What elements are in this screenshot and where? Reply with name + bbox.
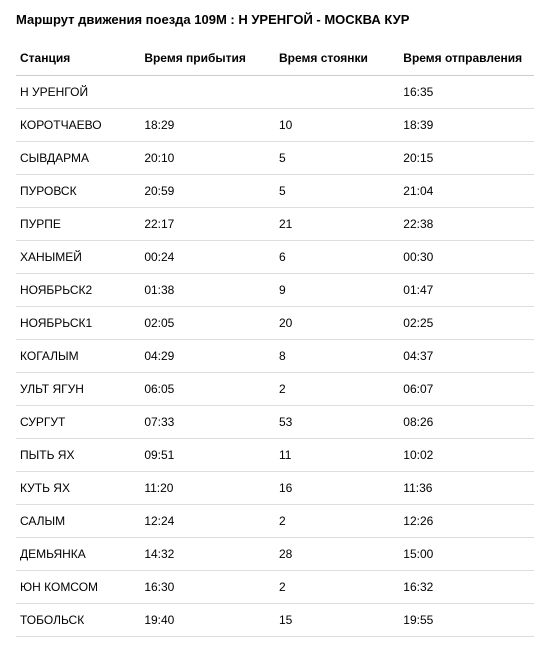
- cell-arrival: 00:24: [140, 241, 275, 274]
- table-row: Н УРЕНГОЙ 16:35: [16, 76, 534, 109]
- cell-arrival: 06:05: [140, 373, 275, 406]
- table-row: ПУРПЕ22:172122:38: [16, 208, 534, 241]
- cell-station: СЫВДАРМА: [16, 142, 140, 175]
- col-header-station: Станция: [16, 45, 140, 76]
- page-title: Маршрут движения поезда 109М : Н УРЕНГОЙ…: [16, 12, 534, 27]
- col-header-arrival: Время прибытия: [140, 45, 275, 76]
- cell-arrival: 16:30: [140, 571, 275, 604]
- cell-arrival: 11:20: [140, 472, 275, 505]
- table-row: САЛЫМ12:24212:26: [16, 505, 534, 538]
- cell-stop: 5: [275, 175, 399, 208]
- cell-departure: 20:15: [399, 142, 534, 175]
- table-row: СУРГУТ07:335308:26: [16, 406, 534, 439]
- cell-arrival: 04:29: [140, 340, 275, 373]
- table-row: ПЫТЬ ЯХ09:511110:02: [16, 439, 534, 472]
- cell-departure: 11:36: [399, 472, 534, 505]
- table-row: ХАНЫМЕЙ00:24600:30: [16, 241, 534, 274]
- table-row: ПУРОВСК20:59521:04: [16, 175, 534, 208]
- table-row: ТОБОЛЬСК19:401519:55: [16, 604, 534, 637]
- table-row: УЛЬТ ЯГУН06:05206:07: [16, 373, 534, 406]
- cell-departure: 16:35: [399, 76, 534, 109]
- cell-stop: 16: [275, 472, 399, 505]
- cell-station: ПЫТЬ ЯХ: [16, 439, 140, 472]
- cell-departure: 02:25: [399, 307, 534, 340]
- cell-departure: 01:47: [399, 274, 534, 307]
- cell-arrival: 12:24: [140, 505, 275, 538]
- cell-stop: 21: [275, 208, 399, 241]
- table-row: ДЕМЬЯНКА14:322815:00: [16, 538, 534, 571]
- cell-departure: 22:38: [399, 208, 534, 241]
- cell-arrival: 01:38: [140, 274, 275, 307]
- cell-station: ХАНЫМЕЙ: [16, 241, 140, 274]
- table-header-row: Станция Время прибытия Время стоянки Вре…: [16, 45, 534, 76]
- cell-departure: 00:30: [399, 241, 534, 274]
- cell-arrival: 18:29: [140, 109, 275, 142]
- cell-departure: 16:32: [399, 571, 534, 604]
- cell-stop: 5: [275, 142, 399, 175]
- cell-arrival: 02:05: [140, 307, 275, 340]
- cell-stop: 2: [275, 373, 399, 406]
- cell-stop: 9: [275, 274, 399, 307]
- cell-arrival: 07:33: [140, 406, 275, 439]
- table-row: КУТЬ ЯХ11:201611:36: [16, 472, 534, 505]
- cell-stop: 28: [275, 538, 399, 571]
- cell-stop: 6: [275, 241, 399, 274]
- cell-stop: 8: [275, 340, 399, 373]
- cell-arrival: 14:32: [140, 538, 275, 571]
- cell-station: СУРГУТ: [16, 406, 140, 439]
- cell-stop: 15: [275, 604, 399, 637]
- cell-station: НОЯБРЬСК2: [16, 274, 140, 307]
- cell-station: КОГАЛЫМ: [16, 340, 140, 373]
- cell-departure: 04:37: [399, 340, 534, 373]
- cell-arrival: 19:40: [140, 604, 275, 637]
- cell-station: ЮН КОМСОМ: [16, 571, 140, 604]
- cell-station: САЛЫМ: [16, 505, 140, 538]
- cell-stop: 53: [275, 406, 399, 439]
- cell-station: ПУРПЕ: [16, 208, 140, 241]
- cell-departure: 15:00: [399, 538, 534, 571]
- cell-arrival: [140, 76, 275, 109]
- cell-stop: 2: [275, 505, 399, 538]
- cell-station: УЛЬТ ЯГУН: [16, 373, 140, 406]
- cell-station: КУТЬ ЯХ: [16, 472, 140, 505]
- cell-departure: 18:39: [399, 109, 534, 142]
- schedule-table: Станция Время прибытия Время стоянки Вре…: [16, 45, 534, 637]
- table-row: СЫВДАРМА20:10520:15: [16, 142, 534, 175]
- table-row: НОЯБРЬСК201:38901:47: [16, 274, 534, 307]
- table-row: КОРОТЧАЕВО18:291018:39: [16, 109, 534, 142]
- cell-station: Н УРЕНГОЙ: [16, 76, 140, 109]
- cell-arrival: 22:17: [140, 208, 275, 241]
- col-header-departure: Время отправления: [399, 45, 534, 76]
- cell-station: ТОБОЛЬСК: [16, 604, 140, 637]
- cell-arrival: 09:51: [140, 439, 275, 472]
- cell-station: НОЯБРЬСК1: [16, 307, 140, 340]
- cell-arrival: 20:10: [140, 142, 275, 175]
- cell-station: ДЕМЬЯНКА: [16, 538, 140, 571]
- cell-stop: 2: [275, 571, 399, 604]
- table-row: НОЯБРЬСК102:052002:25: [16, 307, 534, 340]
- cell-stop: [275, 76, 399, 109]
- cell-departure: 10:02: [399, 439, 534, 472]
- table-row: КОГАЛЫМ04:29804:37: [16, 340, 534, 373]
- cell-departure: 08:26: [399, 406, 534, 439]
- cell-departure: 19:55: [399, 604, 534, 637]
- cell-arrival: 20:59: [140, 175, 275, 208]
- cell-station: ПУРОВСК: [16, 175, 140, 208]
- cell-stop: 10: [275, 109, 399, 142]
- table-row: ЮН КОМСОМ16:30216:32: [16, 571, 534, 604]
- col-header-stop: Время стоянки: [275, 45, 399, 76]
- cell-departure: 12:26: [399, 505, 534, 538]
- cell-stop: 20: [275, 307, 399, 340]
- cell-stop: 11: [275, 439, 399, 472]
- cell-departure: 06:07: [399, 373, 534, 406]
- cell-departure: 21:04: [399, 175, 534, 208]
- cell-station: КОРОТЧАЕВО: [16, 109, 140, 142]
